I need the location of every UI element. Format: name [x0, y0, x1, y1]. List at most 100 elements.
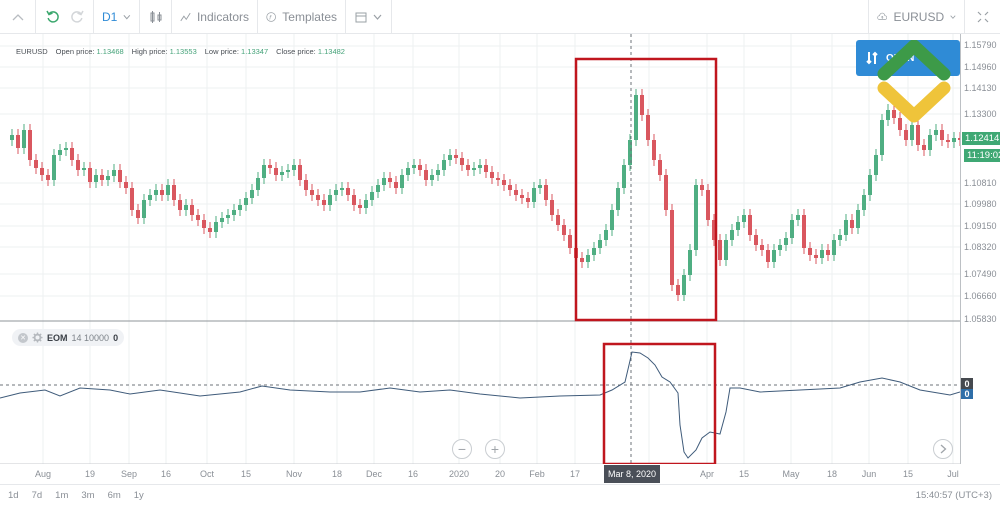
candle-body	[634, 95, 638, 140]
candle-body	[70, 148, 74, 160]
range-3m[interactable]: 3m	[81, 490, 95, 501]
candle-body	[784, 238, 788, 245]
price-axis[interactable]	[960, 34, 1000, 464]
zoom-out-button[interactable]: −	[452, 439, 472, 459]
time-tick-label: 16	[160, 469, 172, 479]
indicator-params: 14 10000	[71, 332, 110, 343]
candle-body	[406, 168, 410, 175]
candle-body	[874, 155, 878, 175]
range-1m[interactable]: 1m	[55, 490, 69, 501]
range-1d[interactable]: 1d	[8, 490, 19, 501]
price-chart[interactable]	[0, 34, 960, 464]
candle-body	[454, 155, 458, 158]
candle-body	[256, 178, 260, 190]
candle-body	[898, 118, 902, 130]
time-tick-label: 18	[826, 469, 838, 479]
candle-body	[430, 175, 434, 180]
legend-symbol: EURUSD	[16, 47, 48, 56]
timeframe-value: D1	[102, 9, 118, 24]
time-tick-label: Aug	[34, 469, 52, 479]
symbol-value: EURUSD	[893, 9, 945, 24]
candle-body	[202, 220, 206, 228]
candle-body	[712, 220, 716, 240]
candle-body	[502, 180, 506, 185]
candle-body	[124, 182, 128, 188]
candle-body	[16, 135, 20, 148]
candle-body	[364, 200, 368, 208]
candle-body	[310, 190, 314, 195]
price-tick-label: 1.10810	[964, 178, 997, 188]
legend-high: High price: 1.13553	[131, 47, 197, 56]
candle-body	[214, 222, 218, 232]
candle-body	[394, 182, 398, 188]
candle-body	[694, 185, 698, 250]
indicators-label: Indicators	[196, 9, 249, 24]
candle-body	[664, 175, 668, 210]
remove-indicator-icon[interactable]: ✕	[18, 332, 28, 343]
candle-body	[790, 220, 794, 238]
candle-body	[142, 200, 146, 218]
candle-body	[274, 168, 278, 175]
candle-body	[28, 130, 32, 160]
candle-body	[268, 165, 272, 168]
candle-body	[586, 255, 590, 262]
indicators-icon	[180, 12, 191, 21]
candle-body	[346, 188, 350, 195]
indicator-chip[interactable]: ✕ EOM 14 10000 0	[12, 329, 125, 346]
candle-body	[166, 185, 170, 195]
zoom-in-button[interactable]: +	[485, 439, 505, 459]
candle-body	[724, 240, 728, 260]
calendar-button[interactable]	[346, 0, 392, 34]
candle-body	[688, 250, 692, 275]
fullscreen-button[interactable]	[964, 0, 1000, 34]
minus-icon: −	[457, 441, 467, 457]
chart-type-button[interactable]	[140, 0, 172, 34]
candle-body	[610, 210, 614, 230]
candle-body	[190, 205, 194, 215]
candle-body	[10, 135, 14, 140]
candle-body	[76, 160, 80, 170]
time-tick-label: 15	[902, 469, 914, 479]
candle-body	[658, 160, 662, 175]
templates-button[interactable]: f Templates	[258, 0, 346, 34]
undo-icon[interactable]	[45, 10, 60, 24]
candle-body	[682, 275, 686, 295]
time-tick-label: May	[782, 469, 800, 479]
candle-body	[478, 165, 482, 168]
price-tick-label: 1.15790	[964, 40, 997, 50]
time-tick-label: 17	[569, 469, 581, 479]
candle-body	[412, 165, 416, 168]
candle-body	[748, 215, 752, 235]
scroll-right-button[interactable]	[933, 439, 953, 459]
candle-body	[184, 205, 188, 210]
candle-body	[262, 165, 266, 178]
price-tick-label: 1.06660	[964, 291, 997, 301]
range-1y[interactable]: 1y	[133, 490, 144, 501]
candle-body	[520, 195, 524, 198]
symbol-select[interactable]: EURUSD	[868, 0, 964, 34]
candle-body	[64, 148, 68, 150]
candle-body	[460, 158, 464, 165]
candle-body	[418, 165, 422, 170]
chevron-down-icon	[373, 14, 382, 20]
candle-body	[172, 185, 176, 200]
candle-body	[424, 170, 428, 180]
gear-icon[interactable]	[32, 332, 43, 343]
candle-body	[886, 110, 890, 120]
candle-body	[298, 165, 302, 180]
range-7d[interactable]: 7d	[31, 490, 43, 501]
redo-icon[interactable]	[70, 10, 84, 24]
candle-body	[754, 235, 758, 245]
candle-body	[490, 172, 494, 178]
timeframe-select[interactable]: D1	[94, 0, 140, 34]
candle-body	[742, 215, 746, 222]
collapse-button[interactable]	[0, 0, 36, 34]
range-6m[interactable]: 6m	[107, 490, 121, 501]
candle-body	[286, 170, 290, 172]
candle-body	[700, 185, 704, 190]
templates-label: Templates	[282, 9, 337, 24]
candle-body	[208, 228, 212, 232]
candle-body	[118, 170, 122, 182]
indicators-button[interactable]: Indicators	[172, 0, 258, 34]
candle-body	[376, 185, 380, 192]
